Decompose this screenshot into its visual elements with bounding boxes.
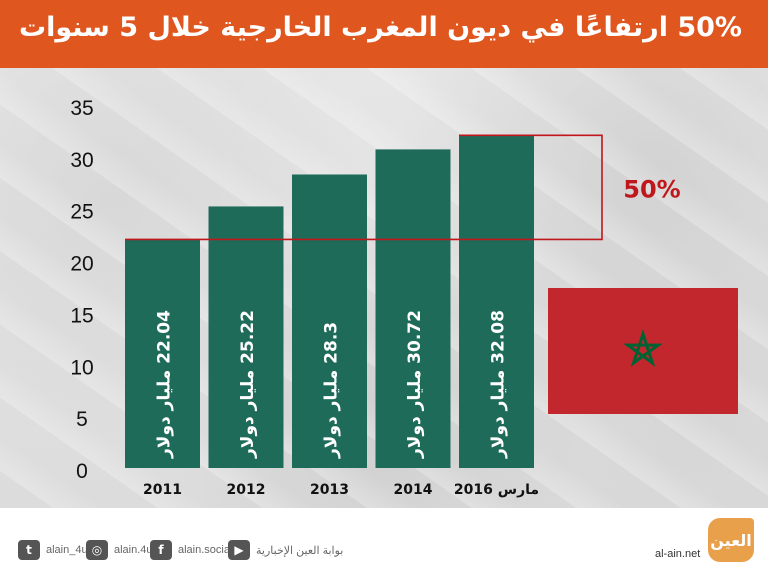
flag-field xyxy=(548,288,738,414)
bar-value-label: 28.3 مليار دولار xyxy=(322,322,342,459)
y-tick-label: 25 xyxy=(70,201,93,224)
x-category-label: 2013 xyxy=(310,482,349,498)
x-axis-labels: 2011 2012 2013 2014 مارس 2016 xyxy=(143,482,539,498)
bar-value-label: 30.72 مليار دولار xyxy=(405,310,425,459)
social-twitter[interactable]: t alain_4u xyxy=(18,540,88,560)
morocco-flag xyxy=(548,288,738,414)
bar-value-label: 25.22 مليار دولار xyxy=(238,310,258,459)
header-banner: 50% ارتفاعًا في ديون المغرب الخارجية خلا… xyxy=(0,0,768,68)
bar-chart: 22.04 مليار دولار 25.22 مليار دولار 28.3 م… xyxy=(70,97,738,498)
bars-layer: 22.04 مليار دولار 25.22 مليار دولار 28.3 م… xyxy=(125,135,534,469)
bar xyxy=(459,135,534,468)
footer xyxy=(0,508,768,576)
growth-bracket xyxy=(125,134,603,241)
alain-logo: العين xyxy=(708,518,754,562)
bar xyxy=(125,239,200,468)
youtube-handle: بوابة العين الإخبارية xyxy=(256,544,344,557)
social-facebook[interactable]: f alain.social xyxy=(150,540,232,560)
x-category-label: 2011 xyxy=(143,482,182,498)
facebook-handle: alain.social xyxy=(178,544,233,556)
y-tick-label: 20 xyxy=(70,253,93,276)
y-tick-label: 10 xyxy=(70,356,93,379)
y-tick-label: 0 xyxy=(76,460,88,483)
social-instagram[interactable]: ◎ alain.4u xyxy=(86,540,153,560)
y-tick-label: 35 xyxy=(70,97,93,120)
growth-annotation: 50% xyxy=(125,134,681,241)
pentagram-star-icon xyxy=(623,329,663,367)
page-title: 50% ارتفاعًا في ديون المغرب الخارجية خلا… xyxy=(18,12,742,43)
facebook-icon: f xyxy=(150,540,172,560)
site-url[interactable]: al-ain.net xyxy=(655,548,701,560)
x-category-label: مارس 2016 xyxy=(454,482,539,498)
instagram-handle: alain.4u xyxy=(114,544,153,556)
chart-area: 22.04 مليار دولار 25.22 مليار دولار 28.3 م… xyxy=(0,68,768,508)
youtube-icon: ▶ xyxy=(228,540,250,560)
x-category-label: 2014 xyxy=(394,482,433,498)
growth-annotation-label: 50% xyxy=(623,175,680,203)
bar-value-label: 32.08 مليار دولار xyxy=(489,310,509,459)
bar xyxy=(375,149,451,468)
y-axis-ticks: 0 5 10 15 20 25 30 35 xyxy=(70,97,93,483)
twitter-handle: alain_4u xyxy=(46,544,88,556)
y-tick-label: 5 xyxy=(76,408,88,431)
bar xyxy=(208,206,284,469)
y-tick-label: 15 xyxy=(70,304,93,327)
y-tick-label: 30 xyxy=(70,149,93,172)
x-category-label: 2012 xyxy=(227,482,266,498)
twitter-icon: t xyxy=(18,540,40,560)
bar-value-label: 22.04 مليار دولار xyxy=(155,310,175,459)
instagram-icon: ◎ xyxy=(86,540,108,560)
social-youtube[interactable]: ▶ بوابة العين الإخبارية xyxy=(228,540,343,560)
bar xyxy=(292,174,367,468)
